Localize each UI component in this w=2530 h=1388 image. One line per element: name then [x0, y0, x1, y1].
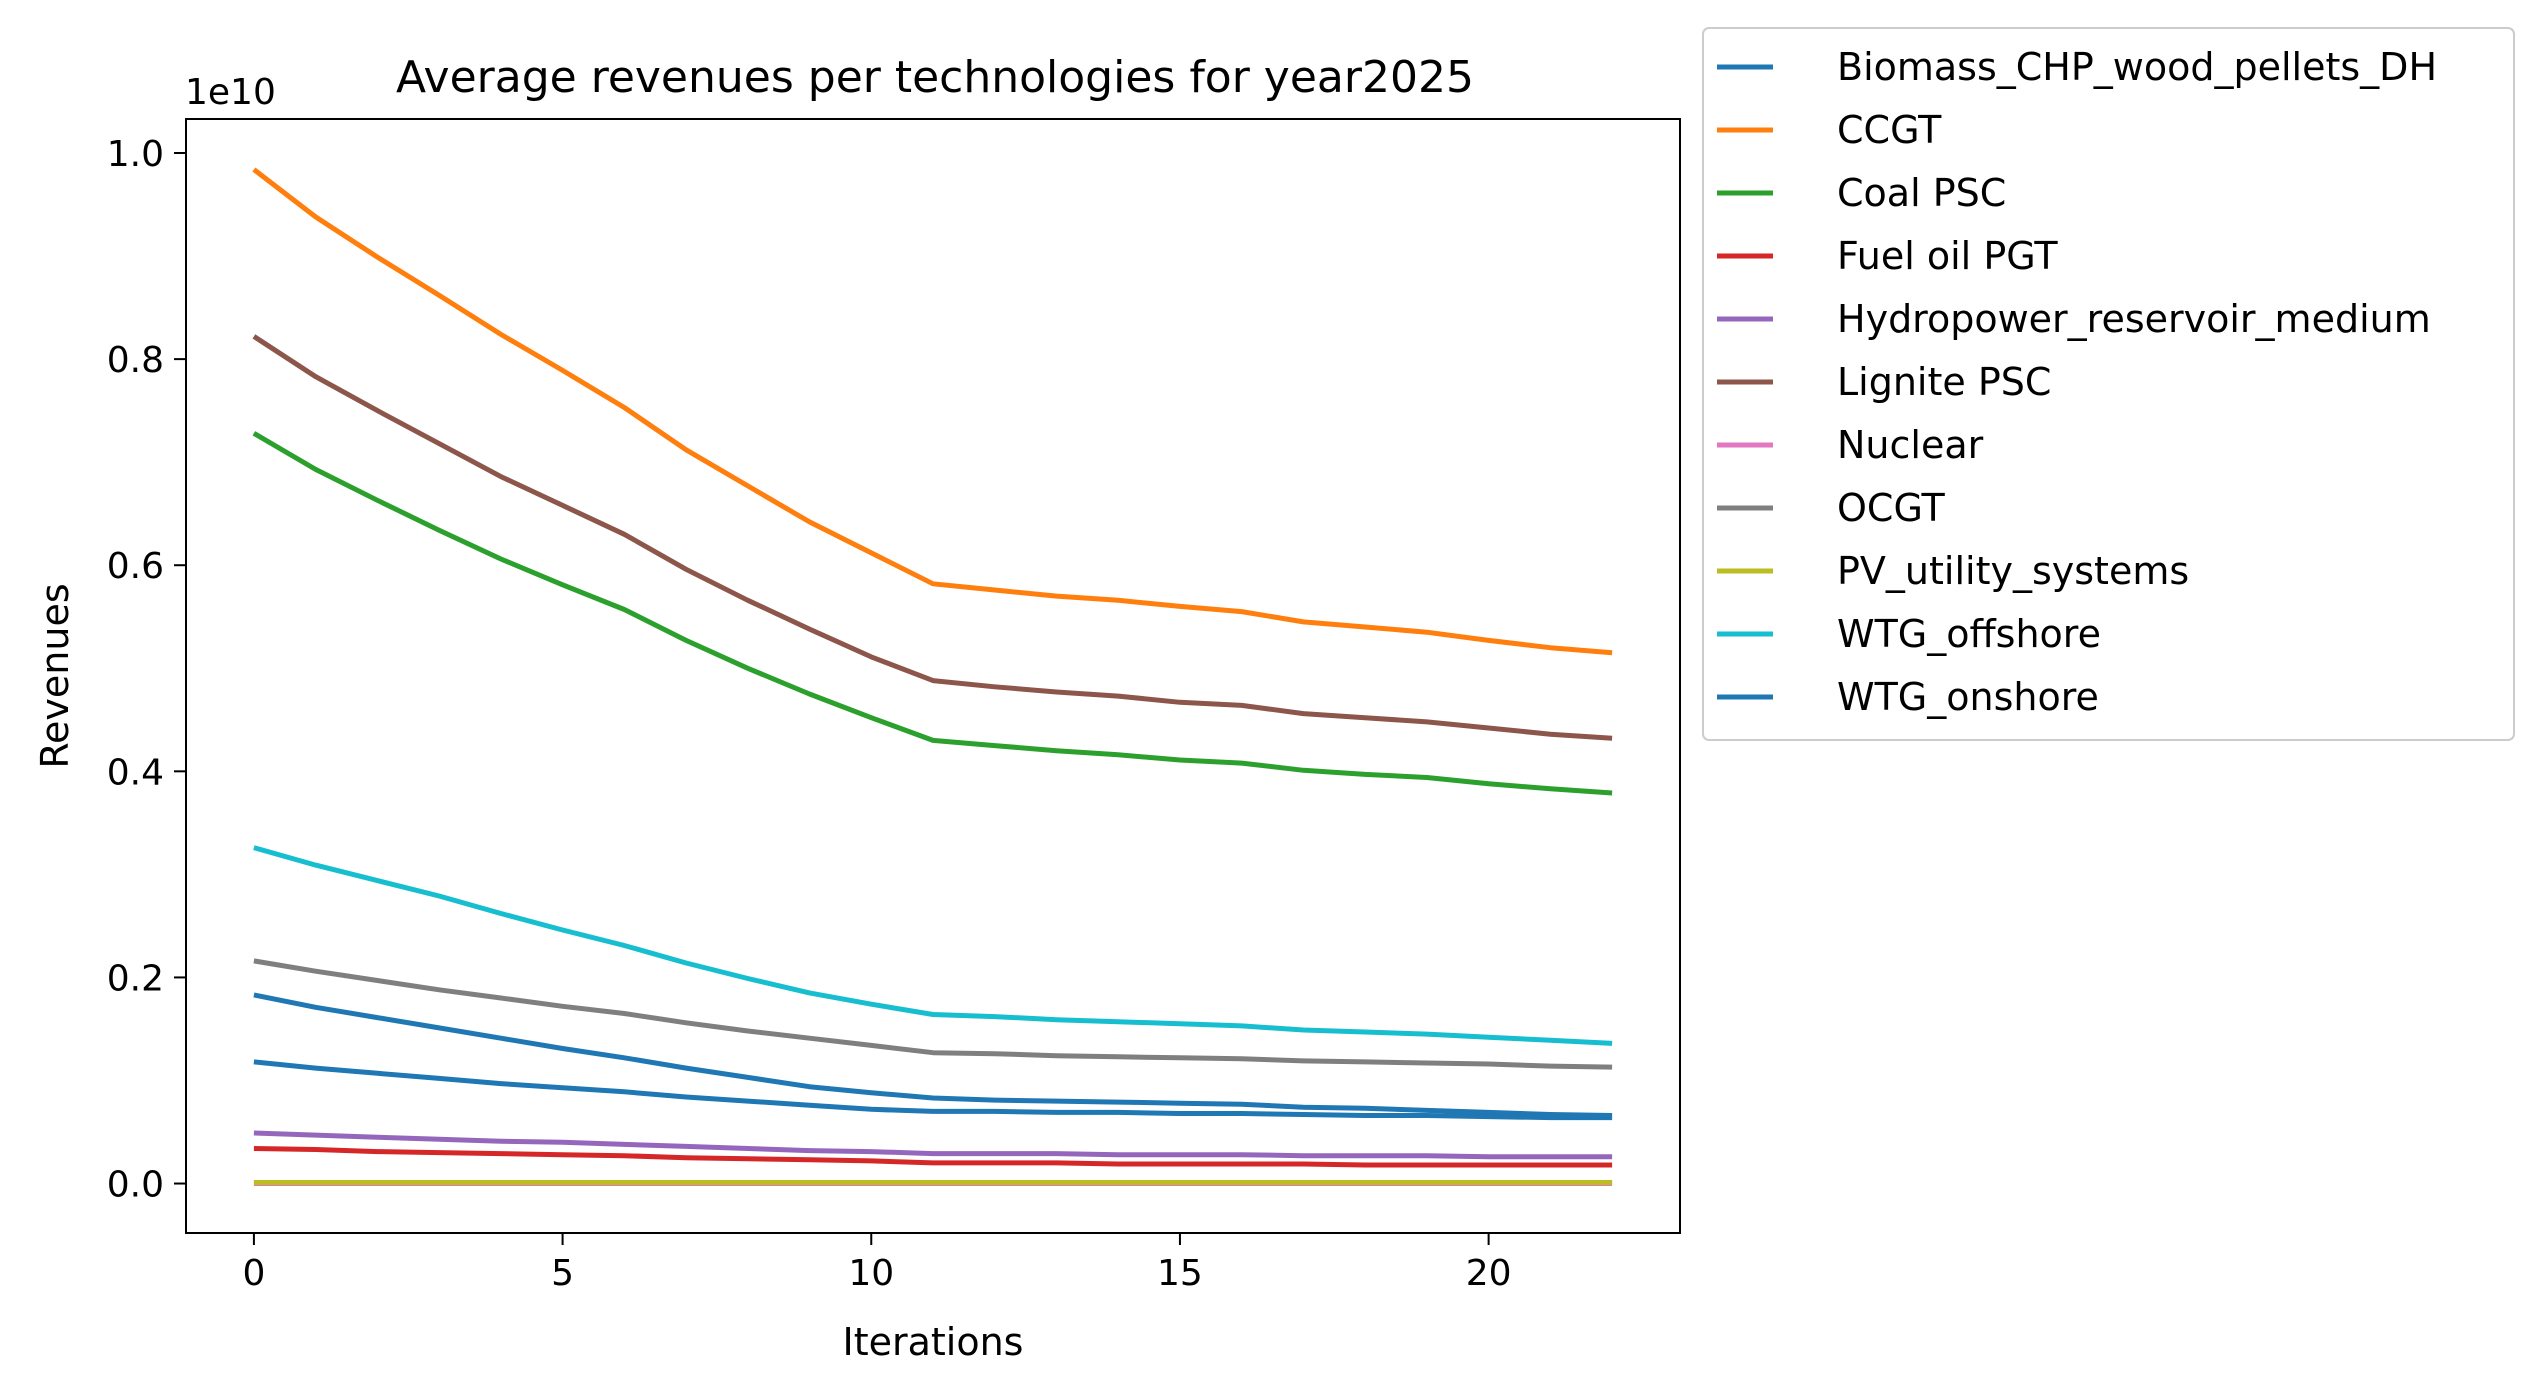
y-tick-label: 0.2: [107, 958, 164, 999]
y-tick-label: 0.0: [107, 1165, 164, 1206]
series-line-biomass-chp-wood-pellets-dh: [253, 1059, 1613, 1121]
plot-frame: [185, 118, 1681, 1234]
legend-label: WTG_onshore: [1837, 675, 2099, 719]
legend-label: Fuel oil PGT: [1837, 234, 2058, 278]
series-layer: [252, 167, 1613, 1186]
series-line-wtg-onshore: [253, 992, 1613, 1118]
x-tick-label: 10: [848, 1253, 894, 1294]
series-line-ocgt: [253, 958, 1613, 1070]
legend-label: Lignite PSC: [1837, 360, 2051, 404]
series-line-hydropower-reservoir-medium: [253, 1130, 1613, 1160]
legend-label: WTG_offshore: [1837, 612, 2101, 656]
series-line-coal-psc: [252, 431, 1613, 796]
x-axis: 0 5 10 15 20: [242, 1233, 1512, 1294]
legend-label: OCGT: [1837, 486, 1946, 530]
series-line-ccgt: [252, 167, 1613, 656]
series-line-wtg-offshore: [253, 845, 1613, 1046]
series-line-lignite-psc: [252, 334, 1613, 741]
legend: Biomass_CHP_wood_pellets_DH CCGT Coal PSC F…: [1702, 27, 2515, 741]
y-offset-label: 1e10: [185, 72, 276, 113]
y-tick-label: 0.6: [107, 546, 164, 587]
legend-box: [1702, 27, 2515, 741]
legend-label: Coal PSC: [1837, 171, 2006, 215]
x-tick-label: 20: [1466, 1253, 1512, 1294]
legend-label: Biomass_CHP_wood_pellets_DH: [1837, 45, 2437, 89]
legend-label: Hydropower_reservoir_medium: [1837, 297, 2431, 341]
x-axis-title: Iterations: [843, 1320, 1024, 1364]
y-axis: 0.0 0.2 0.4 0.6 0.8 1.0: [107, 134, 186, 1206]
x-tick-label: 15: [1157, 1253, 1203, 1294]
y-tick-label: 1.0: [107, 134, 164, 175]
legend-label: PV_utility_systems: [1837, 549, 2189, 593]
y-axis-title: Revenues: [33, 583, 77, 768]
y-tick-label: 0.8: [107, 340, 164, 381]
legend-label: Nuclear: [1837, 423, 1984, 467]
series-line-fuel-oil-pgt: [253, 1146, 1613, 1168]
legend-label: CCGT: [1837, 108, 1942, 152]
x-tick-label: 0: [242, 1253, 265, 1294]
x-tick-label: 5: [551, 1253, 574, 1294]
y-tick-label: 0.4: [107, 752, 164, 793]
chart-title: Average revenues per technologies for ye…: [396, 52, 1474, 103]
